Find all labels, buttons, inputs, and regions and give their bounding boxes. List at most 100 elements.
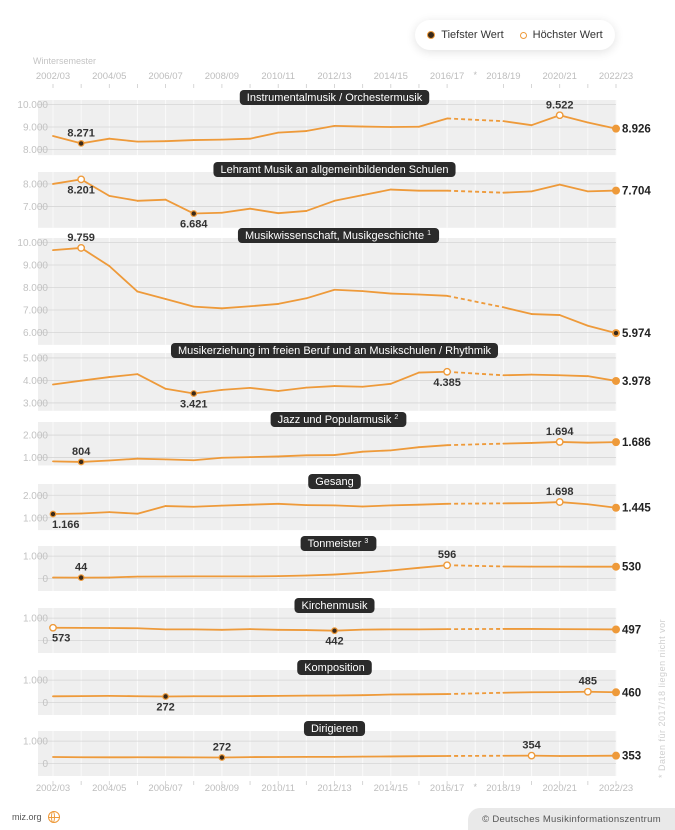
series-segment (586, 375, 617, 382)
series-segment (249, 303, 280, 308)
series-segment (418, 502, 449, 506)
series-segment (305, 629, 336, 632)
bottom-axis-label: 2022/23 (599, 783, 633, 794)
min-dot-icon (427, 31, 436, 39)
missing-data-note: * Daten für 2017/18 liegen nicht vor (657, 619, 667, 778)
series-segment (136, 290, 167, 300)
series-segment (333, 450, 364, 456)
panel-title: Gesang (315, 476, 354, 488)
series-segment (502, 442, 533, 445)
series-segment (558, 314, 589, 327)
panel-7: 0 1.000 497 442 573 Kirchenmusik (23, 598, 641, 653)
series-segment (192, 388, 223, 395)
series-segment (418, 293, 449, 297)
bottom-axis-label: 2016/17 (430, 783, 464, 794)
panel-background (38, 172, 616, 228)
min-value-label: 272 (213, 742, 231, 754)
panel-background (38, 353, 616, 411)
series-segment (249, 207, 280, 215)
series-segment (586, 121, 617, 130)
series-segment (305, 385, 336, 389)
series-segment (136, 627, 167, 631)
last-value-label: 8.926 (622, 124, 651, 136)
top-axis-label: 2006/07 (148, 71, 182, 82)
top-axis-label: 2022/23 (599, 71, 633, 82)
series-segment (389, 188, 420, 192)
panel-1: 7.000 8.000 7.704 6.684 8.201 Lehramt Musik a… (23, 162, 651, 231)
series-segment (333, 194, 364, 202)
series-segment (418, 117, 449, 128)
max-value-label: 354 (522, 740, 541, 752)
legend-item-min: Tiefster Wert (427, 29, 504, 41)
series-segment (558, 114, 589, 124)
series-segment (249, 386, 280, 392)
panel-0: 8.000 9.000 10.000 8.926 8.271 9.522 Instrumen… (17, 90, 651, 156)
axis-title: Wintersemester (33, 56, 96, 66)
min-value-point (612, 329, 620, 337)
series-segment (361, 504, 392, 508)
last-value-label: 5.974 (622, 328, 651, 340)
series-segment (164, 298, 195, 308)
series-segment (192, 504, 223, 508)
series-gap-dashed-segment (447, 189, 504, 194)
series-segment (220, 305, 251, 310)
series-segment (164, 198, 195, 215)
y-tick-label: 1.000 (23, 552, 48, 563)
bottom-axis-label: 2018/19 (486, 783, 520, 794)
y-tick-label: 0 (42, 759, 48, 770)
legend: Tiefster Wert Höchster Wert (415, 20, 615, 50)
last-value-point (612, 186, 620, 195)
bottom-axis-label: 2006/07 (148, 783, 182, 794)
panel-8: 0 1.000 460 272 485 Komposition (23, 660, 641, 715)
panel-title: Musikerziehung im freien Beruf und an Mu… (178, 345, 492, 357)
y-tick-label: 0 (42, 636, 48, 647)
series-segment (502, 306, 533, 315)
top-axis-label: 2014/15 (374, 71, 408, 82)
series-segment (530, 313, 561, 316)
series-gap-dashed-segment (447, 117, 504, 123)
series-segment (389, 503, 420, 507)
min-value-point (77, 574, 85, 582)
bottom-axis-label: 2004/05 (92, 783, 126, 794)
site-link[interactable]: miz.org (12, 812, 42, 822)
series-segment (220, 207, 251, 214)
last-value-label: 353 (622, 751, 641, 763)
series-segment (586, 441, 617, 444)
panel-title-pill (237, 228, 440, 243)
panel-title: Instrumentalmusik / Orchestermusik (247, 92, 423, 104)
series-segment (80, 137, 111, 145)
series-segment (277, 130, 308, 134)
series-segment (249, 502, 280, 506)
series-segment (277, 454, 308, 458)
y-tick-label: 2.000 (23, 491, 48, 502)
series-segment (136, 198, 167, 202)
y-tick-label: 1.000 (23, 453, 48, 464)
bottom-axis-label: 2010/11 (261, 783, 295, 794)
panel-4: 1.000 2.000 1.686 804 1.694 Jazz und Popularm… (23, 412, 651, 466)
min-value-label: 272 (156, 702, 174, 714)
series-segment (277, 574, 308, 578)
panel-6: 0 1.000 530 44 596 Tonmeister 3 (23, 536, 641, 591)
last-value-label: 460 (622, 687, 641, 699)
legend-item-max: Höchster Wert (519, 29, 603, 41)
min-value-label: 44 (75, 562, 88, 574)
min-value-label: 8.271 (67, 127, 95, 139)
globe-icon[interactable] (47, 811, 60, 823)
series-segment (277, 502, 308, 507)
last-value-point (612, 688, 620, 697)
series-segment (502, 373, 533, 377)
series-segment (220, 503, 251, 507)
series-segment (530, 441, 561, 444)
last-value-label: 1.686 (622, 437, 651, 449)
y-tick-label: 0 (42, 574, 48, 585)
series-segment (530, 501, 561, 505)
max-value-label: 4.385 (433, 377, 461, 389)
panel-title-footnote: 1 (427, 230, 431, 237)
min-value-point (49, 510, 57, 518)
bottom-axis-label: 2008/09 (205, 783, 239, 794)
y-tick-label: 8.000 (23, 179, 48, 190)
series-segment (530, 373, 561, 377)
footer-site[interactable]: miz.org (12, 811, 60, 823)
panel-title-footnote: 2 (394, 414, 398, 421)
min-value-label: 3.421 (180, 398, 208, 410)
